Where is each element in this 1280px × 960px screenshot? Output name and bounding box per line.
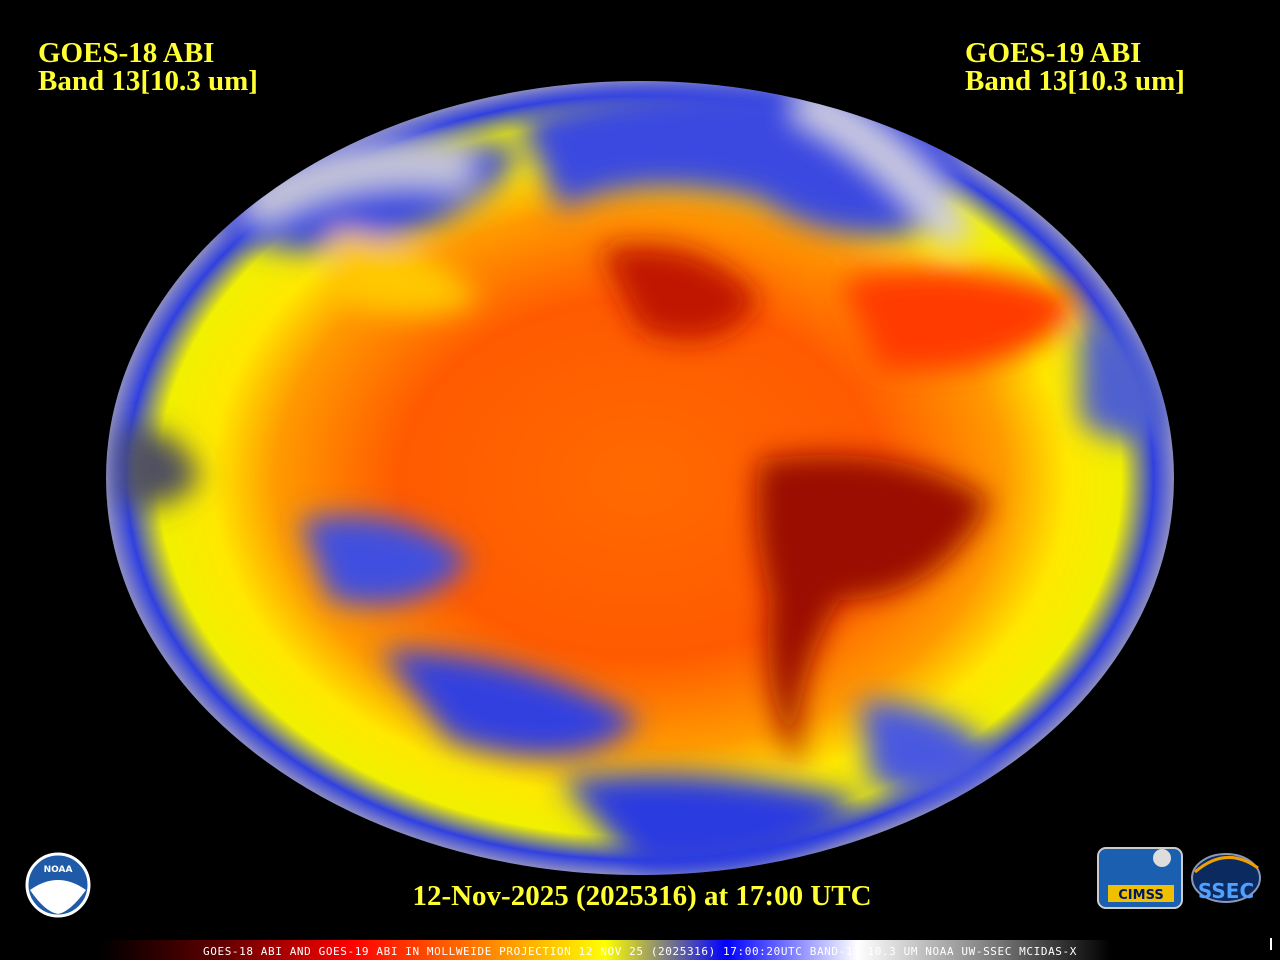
ssec-logo: SSEC (1191, 853, 1261, 903)
colorbar-caption: GOES-18 ABI AND GOES-19 ABI IN MOLLWEIDE… (203, 945, 1077, 958)
right-band: Band 13[10.3 um] (965, 65, 1185, 97)
left-satellite: GOES-18 ABI (38, 37, 214, 69)
colorbar (100, 940, 1110, 960)
timestamp: 12-Nov-2025 (2025316) at 17:00 UTC (412, 880, 871, 912)
earth-disk (105, 80, 1175, 876)
ssec-label: SSEC (1198, 879, 1254, 903)
noaa-label: NOAA (44, 865, 73, 875)
cimss-logo: CIMSS (1097, 847, 1183, 909)
right-satellite: GOES-19 ABI (965, 37, 1141, 69)
noaa-logo: NOAA (25, 852, 91, 918)
cimss-label: CIMSS (1118, 888, 1163, 903)
cursor-mark (1270, 938, 1272, 950)
left-band: Band 13[10.3 um] (38, 65, 258, 97)
